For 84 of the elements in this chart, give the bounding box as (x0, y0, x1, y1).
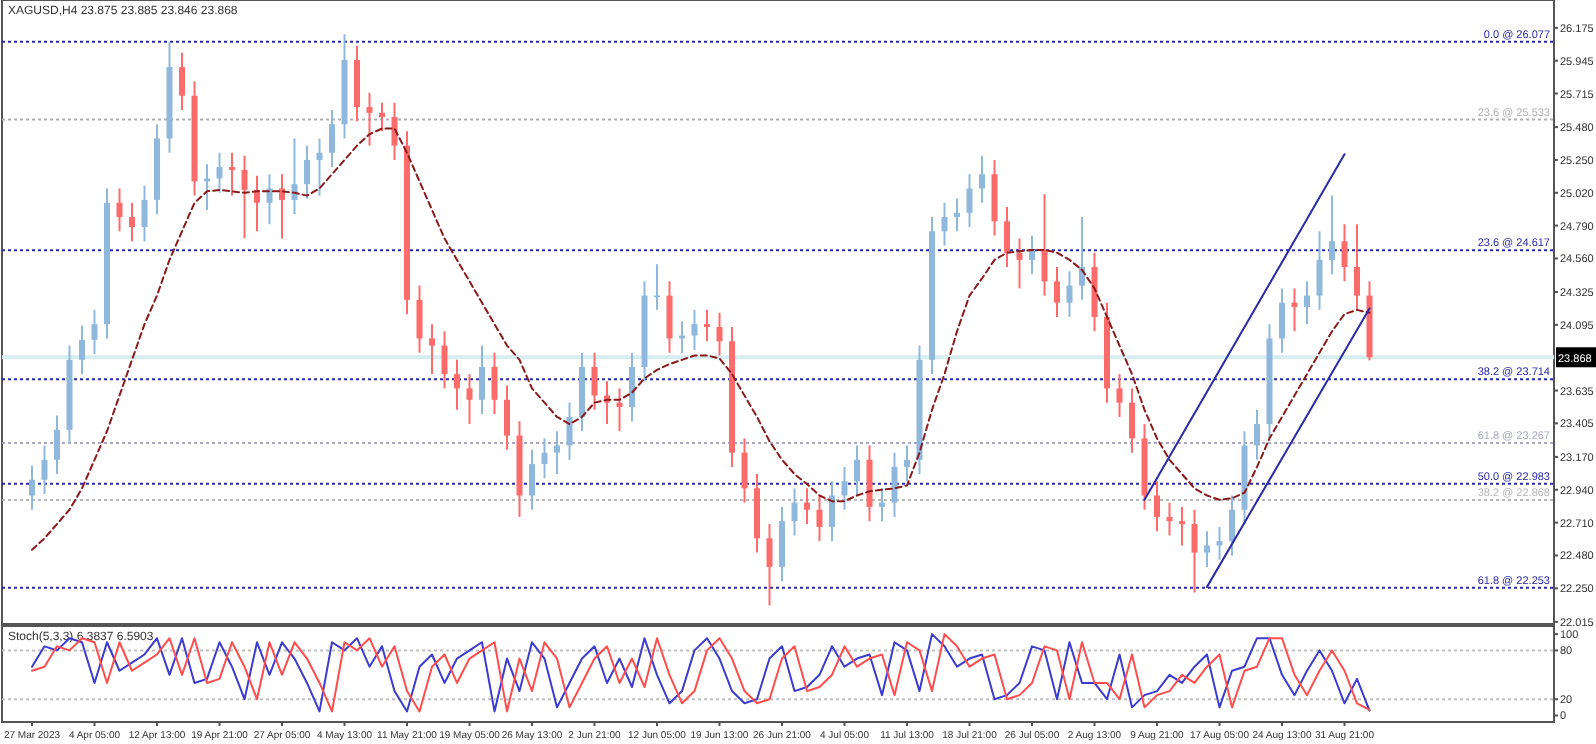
candlestick (541, 437, 548, 480)
candlestick (666, 280, 673, 354)
candlestick (291, 137, 298, 216)
candlestick (429, 323, 435, 376)
candlestick (79, 324, 85, 376)
candlestick (954, 197, 960, 233)
candlestick (1116, 373, 1123, 418)
candlestick (1179, 505, 1185, 547)
candlestick (1054, 266, 1060, 318)
candlestick (791, 487, 798, 537)
candlestick (479, 344, 485, 416)
candlestick (1279, 287, 1285, 354)
candlestick (1304, 280, 1310, 326)
candlestick (1154, 480, 1160, 533)
candlestick (1354, 223, 1360, 311)
candlestick (1216, 525, 1223, 561)
candlestick (866, 444, 873, 523)
candlestick (116, 187, 123, 233)
candlestick (829, 480, 835, 543)
candlestick (329, 108, 335, 169)
candlestick (816, 494, 823, 543)
candlestick (391, 101, 398, 161)
candlestick (841, 465, 848, 511)
candlestick (566, 401, 573, 461)
candlestick (1079, 216, 1085, 301)
candlestick (1329, 194, 1335, 276)
candlestick (204, 163, 210, 211)
candlestick (1016, 237, 1023, 290)
candlestick (41, 444, 48, 496)
candlestick (629, 351, 635, 423)
candlestick (266, 173, 273, 226)
candlestick (529, 448, 535, 511)
candlestick (616, 387, 623, 433)
candlestick (804, 487, 810, 526)
candlestick (316, 137, 323, 197)
candlestick (141, 184, 148, 243)
candlestick (416, 284, 423, 354)
candlestick (741, 437, 748, 504)
candlestick (979, 154, 985, 204)
candlestick (1316, 230, 1323, 311)
candlestick (491, 351, 498, 416)
candlestick (229, 151, 235, 197)
candlestick (554, 430, 560, 476)
candlestick (1229, 494, 1235, 557)
candlestick (1191, 508, 1198, 594)
candlestick (591, 351, 598, 411)
candlestick (879, 487, 885, 523)
candlestick (29, 464, 35, 511)
candlestick (704, 308, 710, 343)
candlestick (1291, 287, 1298, 333)
candlestick (854, 444, 860, 497)
candlestick (1041, 193, 1048, 297)
candlestick (216, 151, 223, 194)
candlestick (1029, 234, 1035, 276)
candlestick (1129, 387, 1135, 454)
candlestick (941, 201, 948, 247)
candlestick (966, 173, 973, 229)
candlestick (691, 308, 698, 351)
candlestick (1166, 501, 1173, 537)
candlestick (354, 44, 360, 123)
candlestick (466, 373, 473, 426)
candlestick (1341, 223, 1348, 283)
candlestick (904, 444, 910, 483)
candlestick (379, 101, 385, 133)
candlestick (779, 505, 785, 583)
candlestick (1254, 408, 1260, 461)
candlestick (54, 414, 60, 476)
candlestick (441, 330, 448, 390)
candlestick (129, 201, 135, 243)
candlestick (1004, 206, 1010, 269)
candlestick (891, 451, 898, 518)
candlestick (1066, 270, 1073, 318)
candlestick (366, 91, 373, 147)
candlestick (716, 311, 723, 357)
candlestick (304, 144, 310, 200)
candlestick (279, 173, 285, 240)
candlestick (91, 308, 98, 356)
candlestick (1204, 530, 1210, 568)
candlestick (991, 158, 998, 237)
candlestick (179, 51, 185, 111)
candlestick (766, 523, 773, 607)
candlestick (454, 358, 460, 411)
candlestick (504, 384, 510, 451)
candlestick (241, 154, 248, 240)
